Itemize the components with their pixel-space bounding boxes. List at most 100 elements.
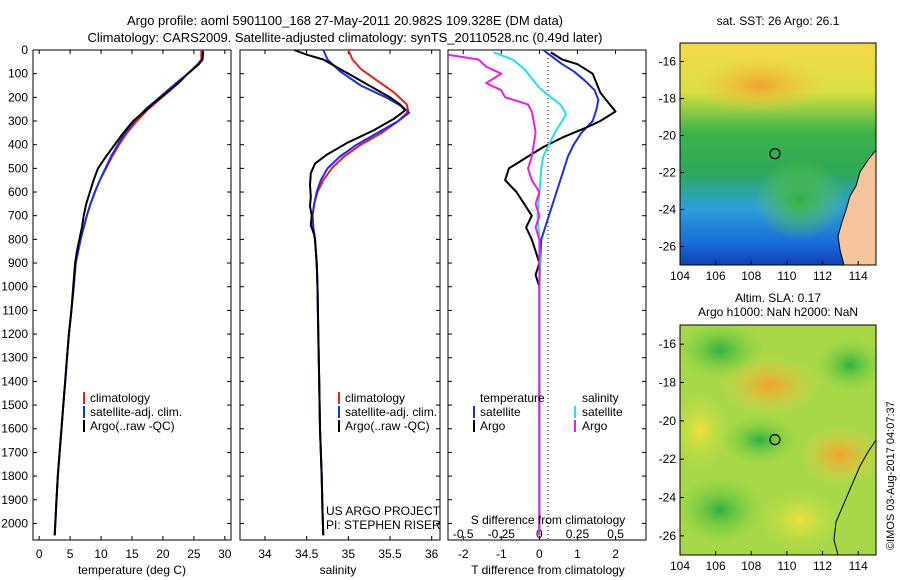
sst-map-frame — [679, 42, 877, 266]
depth-tick-label: 1200 — [1, 327, 28, 341]
map-lon-tick-label: 110 — [777, 269, 796, 283]
salinity-axis-label: salinity — [320, 563, 357, 577]
sla-patch — [720, 355, 820, 415]
s-diff-tick-label: 0.25 — [566, 527, 590, 541]
depth-tick-label: 600 — [8, 185, 28, 199]
sst-argo-location-marker — [769, 148, 781, 160]
map-lon-tick-label: 106 — [706, 559, 726, 573]
sst-land — [837, 149, 876, 265]
depth-tick-label: 1600 — [1, 422, 28, 436]
sla-coastline — [833, 439, 876, 555]
depth-tick-label: 1900 — [1, 493, 28, 507]
map-lat-tick-label: -20 — [659, 414, 677, 428]
map-lon-tick-label: 104 — [670, 559, 690, 573]
map-lat-tick-label: -16 — [659, 55, 677, 69]
depth-tick-label: 200 — [8, 90, 28, 104]
depth-tick-label: 1400 — [1, 374, 28, 388]
x-tick-label: 30 — [218, 547, 232, 561]
legend-climatology-label: climatology — [345, 391, 405, 405]
map-lon-tick-label: 108 — [741, 559, 761, 573]
legend-salinity-heading: salinity — [582, 391, 619, 405]
depth-tick-label: 1100 — [2, 303, 28, 317]
sla-patch — [680, 390, 730, 470]
sst-warm-patch — [690, 55, 830, 115]
sla-patch — [815, 337, 876, 393]
map-lon-tick-label: 112 — [813, 269, 832, 283]
x-tick-label: 34.5 — [295, 547, 319, 561]
sla-map-tick-labels: 104 106 108 110 112 114 -16 -18 -20 -22 -24 -26 — [659, 337, 868, 573]
s-diff-tick-label: -0.25 — [488, 527, 516, 541]
s-difference-tick-labels: -0.5 -0.25 0 0.25 0.5 — [453, 527, 624, 541]
legend-satellite-label: satellite-adj. clim. — [345, 405, 437, 419]
legend-argo-label: Argo(..raw -QC) — [345, 419, 430, 433]
legend-temperature-heading: temperature — [480, 391, 545, 405]
difference-legend: temperature satellite Argo salinity sate… — [473, 391, 623, 433]
imos-credit: ©IMOS 03-Aug-2017 04:07:37 — [885, 401, 897, 550]
sla-argo-location-marker — [769, 434, 781, 446]
x-tick-label: 34 — [258, 547, 272, 561]
series-line-climatology — [53, 50, 203, 536]
depth-tick-label: 900 — [8, 256, 28, 270]
series-line-argo-raw-qc — [53, 51, 205, 536]
map-lon-tick-label: 106 — [706, 269, 726, 283]
t-difference-axis-label: T difference from climatology — [471, 563, 625, 577]
legend-s-argo-label: Argo — [582, 419, 608, 433]
salinity-legend: climatology satellite-adj. clim. Argo(..… — [338, 391, 437, 433]
salinity-panel: 34 34.5 35 35.5 36 salinity climatology sate… — [239, 49, 441, 577]
x-tick-label: 5 — [67, 547, 74, 561]
x-tick-label: 20 — [156, 547, 170, 561]
sla-map-panel: Altim. SLA: 0.17 Argo h1000: NaN h2000: … — [659, 291, 877, 573]
x-tick-label: 36 — [425, 547, 439, 561]
x-tick-label: 0 — [536, 547, 543, 561]
x-tick-label: 15 — [125, 547, 139, 561]
x-tick-label: 2 — [612, 547, 619, 561]
temperature-series — [53, 50, 205, 536]
sla-patch — [760, 490, 840, 550]
sst-map-tick-labels: 104 106 108 110 112 114 -16 -18 -20 -22 -24 -26 — [659, 55, 868, 284]
x-tick-label: 10 — [94, 547, 108, 561]
map-lon-tick-label: 108 — [741, 269, 761, 283]
t-difference-tick-labels: -2 -1 0 1 2 — [448, 49, 646, 561]
sla-patch — [800, 425, 876, 485]
x-tick-label: -2 — [458, 547, 469, 561]
x-tick-label: 35.5 — [378, 547, 402, 561]
difference-panel: -2 -1 0 1 2 -0.5 -0.25 0 0.25 0.5 S difference f… — [447, 49, 647, 577]
salinity-axes-frame — [239, 49, 441, 541]
series-line-temperature-satellite — [538, 49, 600, 536]
depth-tick-label: 1500 — [1, 398, 28, 412]
x-tick-label: -1 — [496, 547, 507, 561]
map-lat-tick-label: -18 — [659, 92, 677, 106]
depth-tick-label: 800 — [8, 232, 28, 246]
map-lat-tick-label: -16 — [659, 337, 677, 351]
pi-annotation: PI: STEPHEN RISER — [326, 518, 441, 532]
map-lat-tick-label: -22 — [659, 166, 677, 180]
sla-map-frame — [679, 324, 877, 556]
depth-tick-label: 1700 — [1, 445, 28, 459]
sla-patch — [720, 415, 800, 465]
map-lon-tick-label: 114 — [849, 559, 868, 573]
depth-tick-label: 0 — [21, 43, 28, 57]
map-lon-tick-label: 114 — [849, 269, 868, 283]
sla-map-title-line2: Argo h1000: NaN h2000: NaN — [698, 305, 858, 319]
temperature-legend: climatology satellite-adj. clim. Argo(..… — [83, 391, 182, 433]
sst-map-title: sat. SST: 26 Argo: 26.1 — [717, 14, 840, 28]
depth-tick-label: 1000 — [1, 280, 28, 294]
map-lat-tick-label: -24 — [659, 491, 677, 505]
map-lat-tick-label: -26 — [659, 529, 677, 543]
legend-t-satellite-label: satellite — [480, 405, 521, 419]
legend-argo-label: Argo(..raw -QC) — [90, 419, 175, 433]
series-line-salinity-satellite — [493, 51, 567, 536]
legend-t-argo-label: Argo — [480, 419, 506, 433]
s-diff-tick-label: -0.5 — [453, 527, 474, 541]
depth-tick-label: 1300 — [1, 351, 28, 365]
map-lon-tick-label: 104 — [670, 269, 690, 283]
depth-tick-label: 700 — [8, 209, 28, 223]
series-line-temperature-argo — [504, 51, 617, 536]
x-tick-label: 1 — [574, 547, 581, 561]
map-lon-tick-label: 112 — [813, 559, 832, 573]
map-lon-tick-label: 110 — [777, 559, 796, 573]
difference-axes-frame — [447, 49, 647, 541]
x-tick-label: 0 — [36, 547, 43, 561]
series-line-salinity-argo — [447, 53, 541, 536]
